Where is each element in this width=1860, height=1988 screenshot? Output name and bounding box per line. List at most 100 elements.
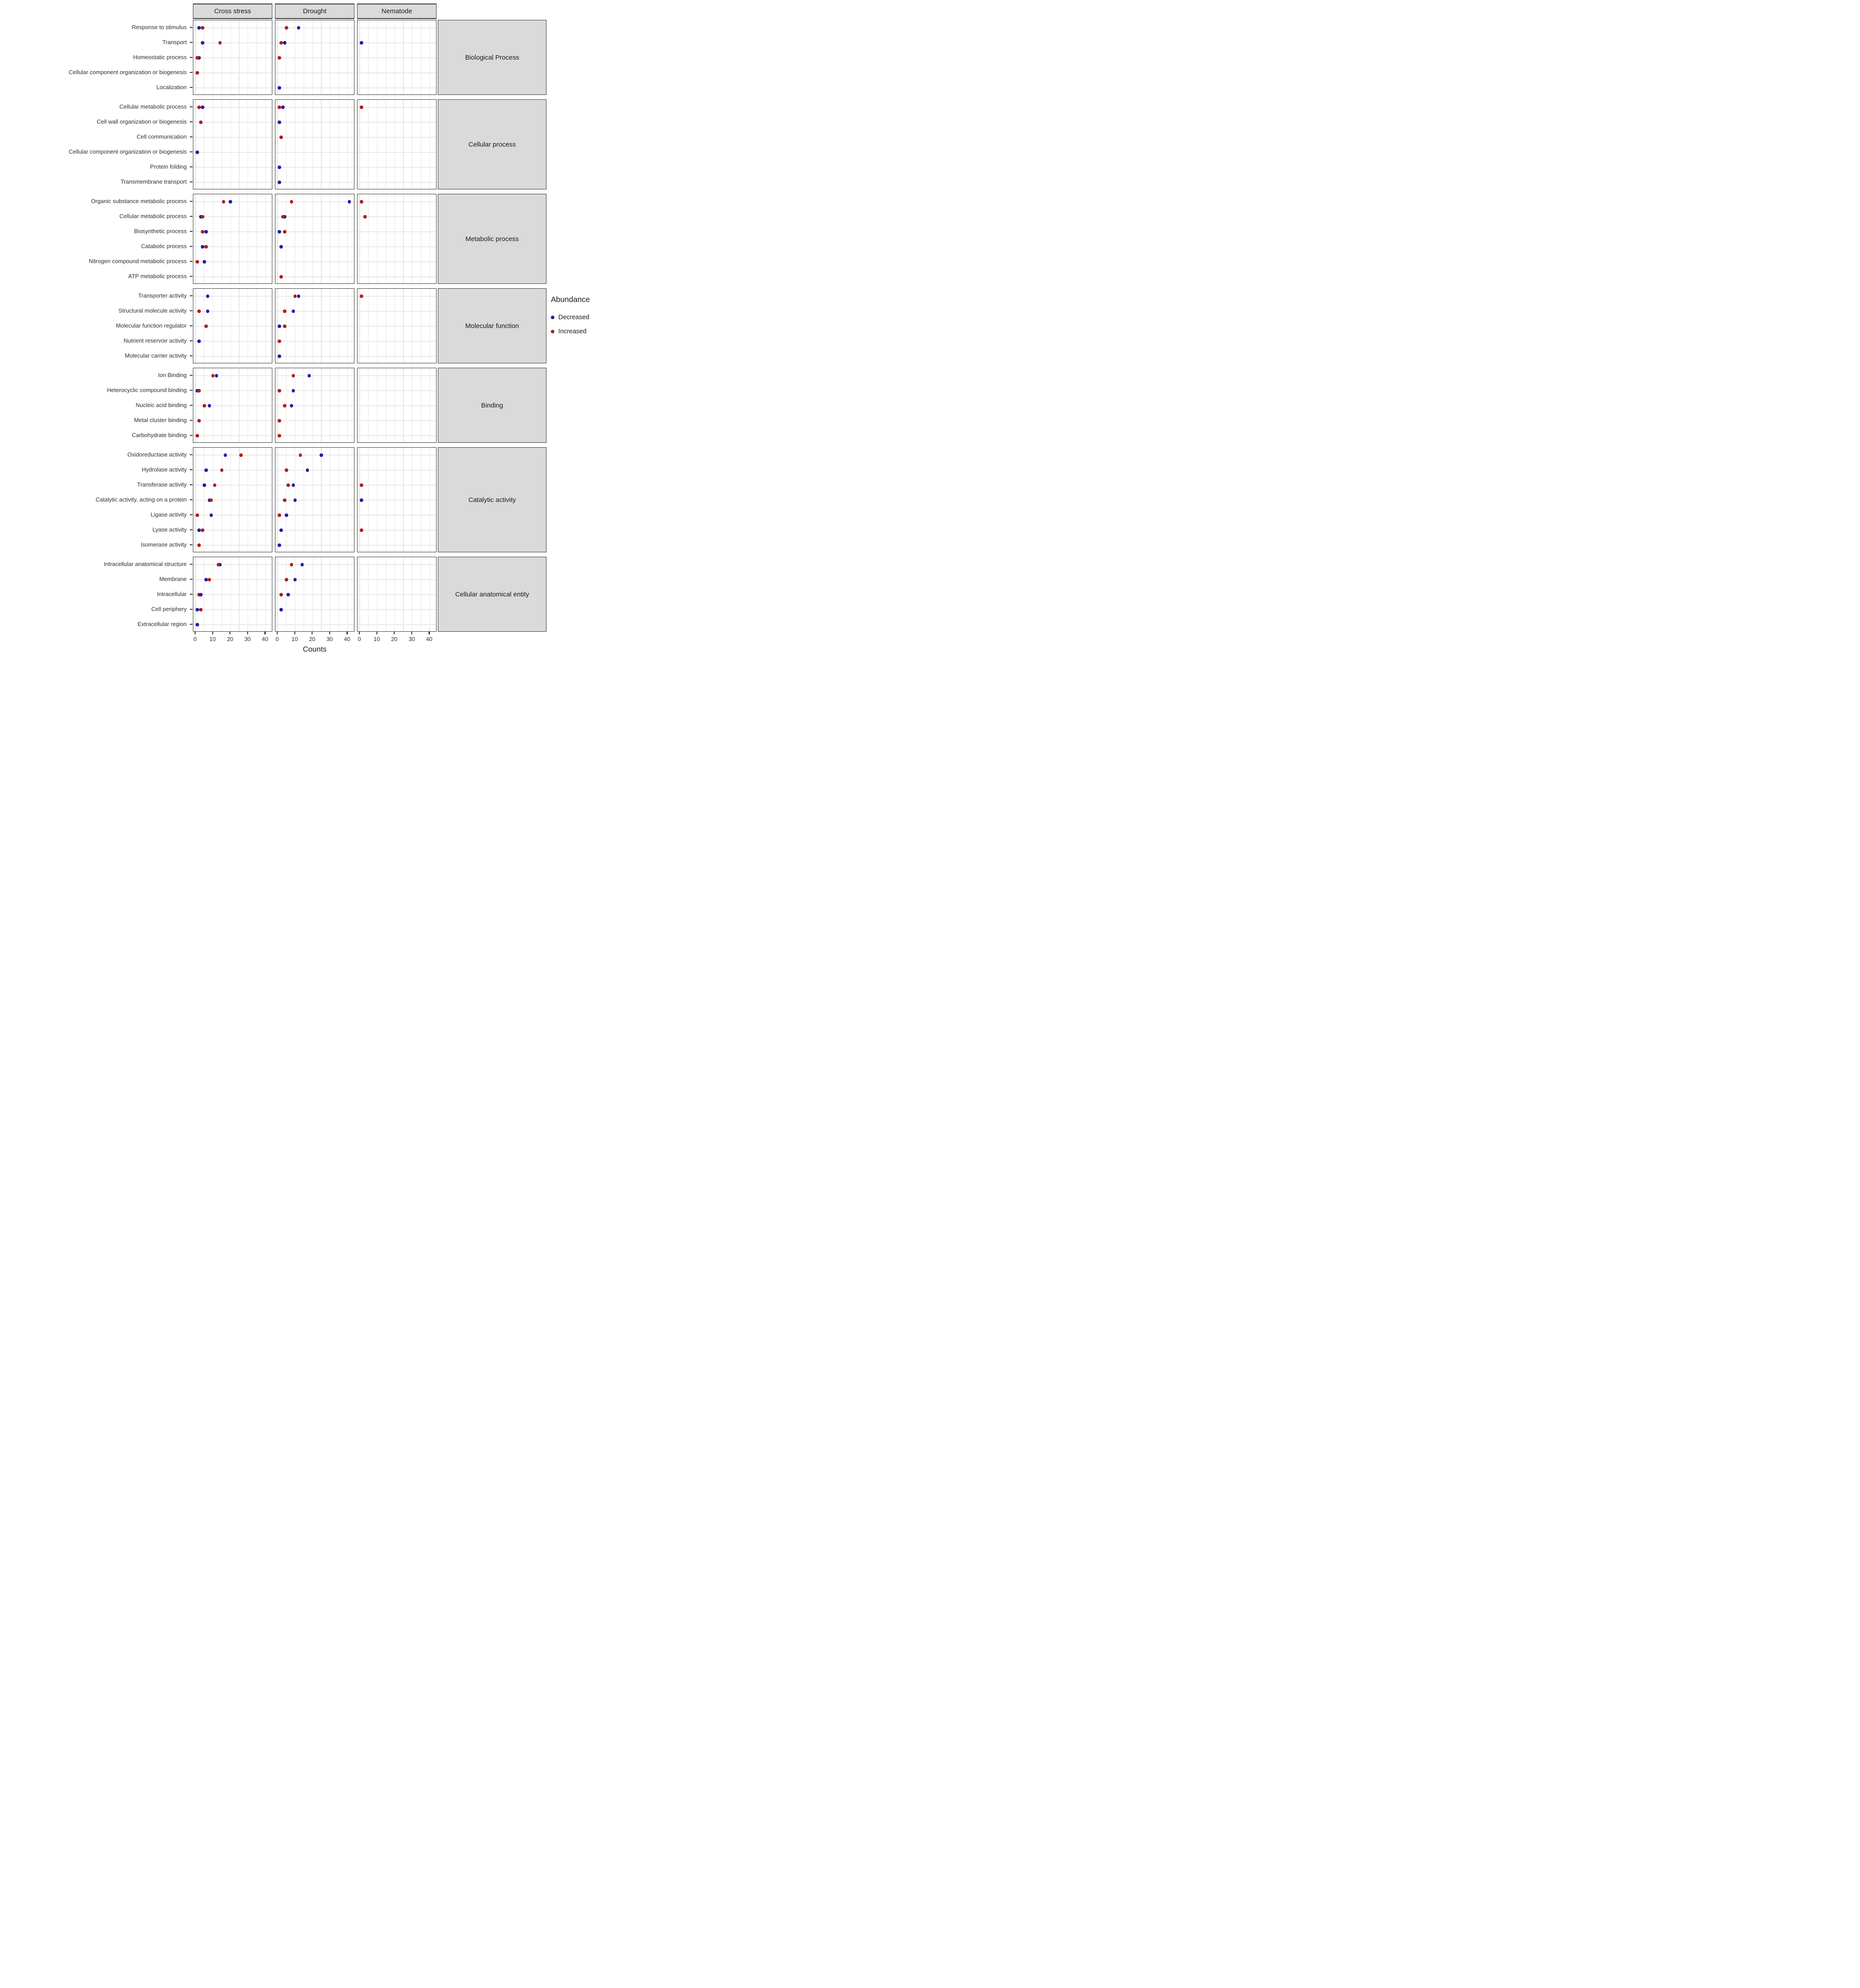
gridline [277, 100, 278, 189]
point-dot-increased [278, 389, 281, 392]
category-gridline [275, 470, 354, 471]
point-dot-increased [285, 26, 288, 30]
point-dot-decreased [278, 121, 281, 124]
y-tick [190, 310, 192, 312]
point-dot-increased [211, 374, 215, 377]
y-axis-label-protein-folding: Protein folding [150, 163, 187, 170]
category-gridline [358, 375, 436, 376]
x-tick [247, 632, 248, 634]
y-axis-label-membrane: Membrane [159, 576, 187, 582]
point-dot-increased [360, 200, 363, 204]
category-gridline [358, 624, 436, 625]
category-gridline [358, 231, 436, 232]
point-dot-decreased [283, 41, 286, 45]
x-tick-label: 10 [209, 636, 216, 642]
point-dot-decreased [278, 543, 281, 547]
gridline [368, 194, 369, 283]
category-gridline [275, 515, 354, 516]
category-gridline [275, 201, 354, 202]
y-axis-label-biosynthetic-process: Biosynthetic process [134, 228, 187, 234]
point-dot-decreased [199, 215, 203, 219]
category-gridline [358, 276, 436, 277]
category-gridline [358, 182, 436, 183]
point-dot-increased [278, 434, 281, 438]
y-axis-label-cellular-component-organization-or-biogenesis: Cellular component organization or bioge… [68, 148, 187, 155]
category-gridline [275, 545, 354, 546]
point-dot-increased [283, 324, 286, 328]
category-gridline [358, 609, 436, 610]
category-gridline [358, 341, 436, 342]
category-gridline [358, 435, 436, 436]
point-dot-increased [360, 294, 363, 298]
point-dot-decreased [197, 56, 201, 60]
gridline [347, 194, 348, 283]
category-gridline [358, 296, 436, 297]
x-tick-label: 30 [326, 636, 333, 642]
category-gridline [275, 276, 354, 277]
category-gridline [193, 530, 272, 531]
gridline [195, 194, 196, 283]
category-gridline [358, 57, 436, 58]
x-tick-label: 10 [291, 636, 298, 642]
x-tick [294, 632, 295, 634]
y-axis-label-oxidoreductase-activity: Oxidoreductase activity [127, 451, 187, 458]
point-dot-increased [279, 136, 283, 139]
y-tick [190, 295, 192, 297]
x-tick-label: 0 [193, 636, 197, 642]
point-dot-decreased [196, 608, 199, 611]
y-tick [190, 405, 192, 406]
category-gridline [358, 87, 436, 88]
category-gridline [275, 231, 354, 232]
point-dot-decreased [278, 166, 281, 169]
row-facet-label: Cellular anatomical entity [455, 590, 529, 598]
point-dot-decreased [218, 563, 222, 566]
point-dot-increased [283, 230, 286, 234]
y-tick [190, 355, 192, 357]
category-gridline [193, 594, 272, 595]
category-gridline [358, 311, 436, 312]
y-tick [190, 42, 192, 43]
y-axis-label-carbohydrate-binding: Carbohydrate binding [132, 432, 187, 438]
category-gridline [193, 216, 272, 217]
y-tick [190, 544, 192, 546]
y-tick [190, 435, 192, 436]
category-gridline [275, 530, 354, 531]
y-tick [190, 121, 192, 123]
y-tick [190, 151, 192, 153]
point-dot-increased [278, 419, 281, 422]
x-tick [195, 632, 196, 634]
point-dot-decreased [291, 309, 295, 313]
gridline [277, 194, 278, 283]
panel-cross-stress-binding [193, 368, 272, 443]
y-tick [190, 340, 192, 342]
row-facet-label: Cellular process [468, 140, 516, 148]
category-gridline [358, 470, 436, 471]
point-dot-increased [196, 56, 199, 60]
point-dot-increased [196, 71, 199, 75]
point-dot-increased [239, 453, 243, 457]
y-axis-label-cellular-metabolic-process: Cellular metabolic process [119, 213, 187, 219]
point-dot-increased [220, 468, 224, 472]
panel-cross-stress-molecular-function [193, 288, 272, 363]
category-gridline [193, 356, 272, 357]
point-dot-decreased [229, 200, 232, 204]
category-gridline [193, 137, 272, 138]
category-gridline [275, 579, 354, 580]
category-gridline [358, 420, 436, 421]
category-gridline [193, 122, 272, 123]
point-dot-increased [196, 260, 199, 264]
y-axis-label-hydrolase-activity: Hydrolase activity [142, 466, 187, 473]
point-dot-decreased [196, 389, 199, 392]
y-tick [190, 624, 192, 625]
point-dot-increased [222, 200, 226, 204]
category-gridline [275, 420, 354, 421]
col-facet-strip-drought: Drought [275, 4, 354, 19]
point-dot-increased [196, 513, 199, 517]
point-dot-decreased [286, 593, 290, 596]
point-dot-increased [363, 215, 367, 219]
category-gridline [358, 515, 436, 516]
point-dot-decreased [290, 404, 294, 407]
category-gridline [275, 341, 354, 342]
category-gridline [358, 201, 436, 202]
row-facet-label: Molecular function [465, 322, 519, 330]
